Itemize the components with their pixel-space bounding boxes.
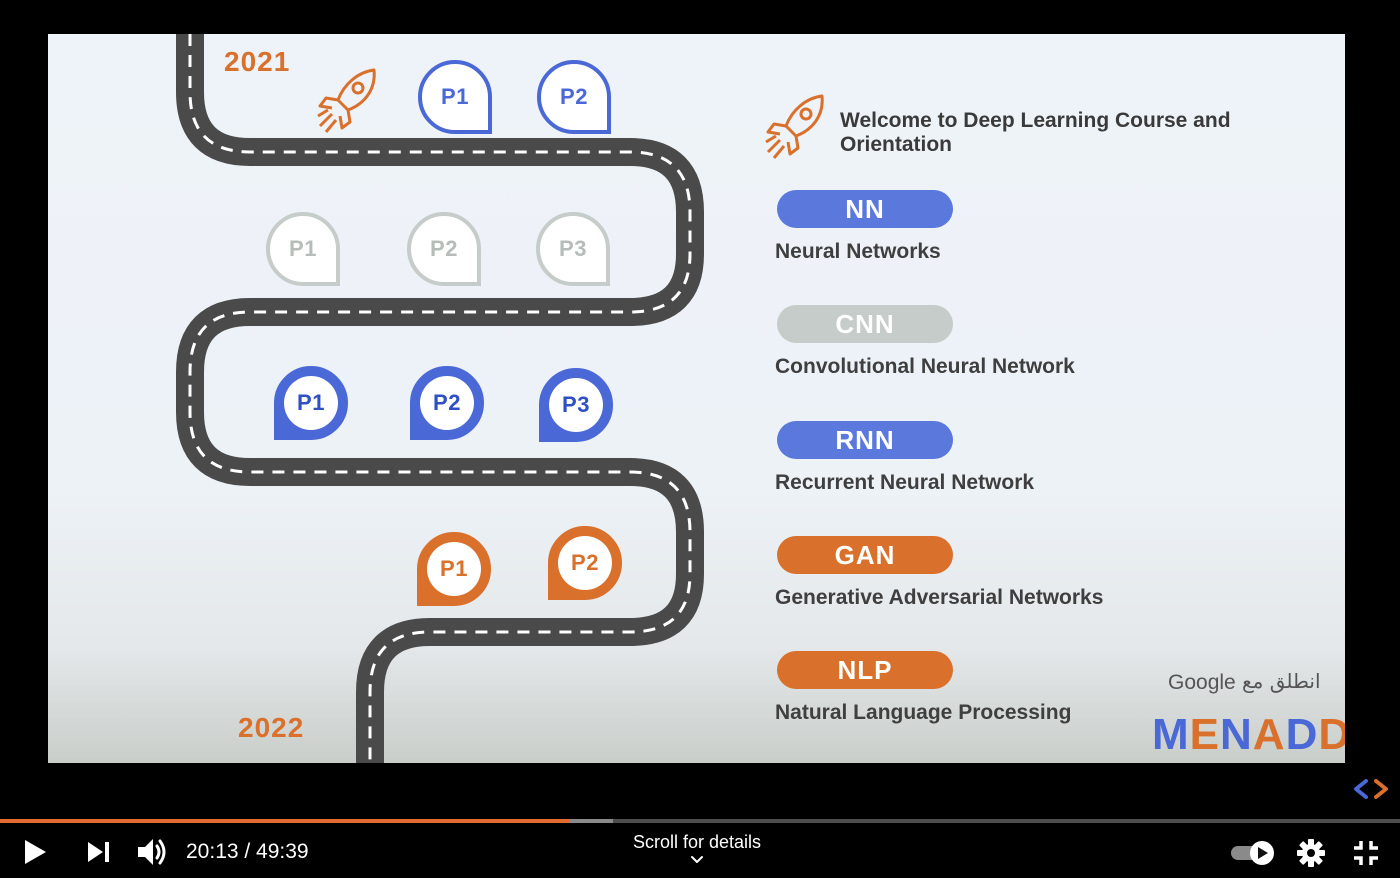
- scroll-for-details-label: Scroll for details: [632, 832, 762, 852]
- progress-bar[interactable]: [0, 819, 1400, 823]
- google-logo-text: Google: [1168, 671, 1236, 694]
- pin-orange-p2: P2: [548, 526, 622, 600]
- year-2022-label: 2022: [238, 712, 305, 743]
- pin-blue-p2: P2: [410, 366, 484, 440]
- topic-pill-cnn: CNN: [777, 305, 953, 343]
- pin-2021-p2: P2: [537, 60, 611, 134]
- play-icon[interactable]: [22, 838, 48, 866]
- pin-blue-p1: P1: [274, 366, 348, 440]
- year-2021-label: 2021: [224, 46, 291, 77]
- rocket-icon: [317, 68, 376, 133]
- settings-gear-icon[interactable]: [1296, 838, 1326, 868]
- progress-played: [0, 819, 570, 823]
- slide-nav-arrows-icon[interactable]: [1352, 778, 1390, 800]
- chevron-down-icon: [691, 856, 703, 863]
- slide: 2021 2022 P1 P2 P1 P2 P3 P1 P2 P3 P1 P2 …: [48, 34, 1345, 763]
- time-display: 20:13 / 49:39: [186, 840, 309, 863]
- pin-orange-p1: P1: [417, 532, 491, 606]
- winding-road: [176, 34, 704, 763]
- pin-gray-p1: P1: [266, 212, 340, 286]
- topic-desc-nlp: Natural Language Processing: [775, 701, 1072, 724]
- next-icon[interactable]: [86, 840, 112, 864]
- topic-pill-gan: GAN: [777, 536, 953, 574]
- topic-pill-nn: NN: [777, 190, 953, 228]
- volume-icon[interactable]: [136, 836, 170, 868]
- welcome-rocket-icon: [765, 94, 824, 159]
- arabic-logo-text: انطلق مع: [1242, 669, 1321, 693]
- autoplay-toggle-icon[interactable]: [1229, 840, 1277, 866]
- topic-desc-nn: Neural Networks: [775, 240, 941, 263]
- topic-desc-gan: Generative Adversarial Networks: [775, 586, 1104, 609]
- topic-desc-rnn: Recurrent Neural Network: [775, 471, 1035, 494]
- topic-pill-nlp: NLP: [777, 651, 953, 689]
- exit-fullscreen-icon[interactable]: [1352, 839, 1380, 867]
- pin-2021-p1: P1: [418, 60, 492, 134]
- scroll-for-details[interactable]: Scroll for details: [600, 832, 794, 865]
- topic-desc-cnn: Convolutional Neural Network: [775, 355, 1075, 378]
- welcome-heading: Welcome to Deep Learning Course and Orie…: [840, 109, 1231, 156]
- topic-pill-rnn: RNN: [777, 421, 953, 459]
- menadd-logo: MENADD: [1152, 710, 1345, 759]
- pin-blue-p3: P3: [539, 368, 613, 442]
- pin-gray-p2: P2: [407, 212, 481, 286]
- pin-gray-p3: P3: [536, 212, 610, 286]
